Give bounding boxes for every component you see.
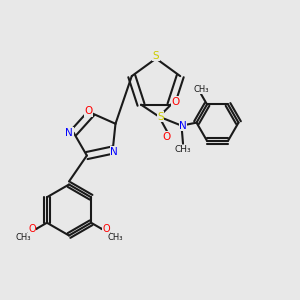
Text: O: O — [162, 132, 171, 142]
Text: S: S — [157, 112, 164, 122]
Text: CH₃: CH₃ — [107, 233, 123, 242]
Text: O: O — [171, 97, 180, 106]
Text: S: S — [153, 50, 159, 61]
Text: CH₃: CH₃ — [175, 145, 191, 154]
Text: O: O — [84, 106, 92, 116]
Text: O: O — [102, 224, 110, 234]
Text: O: O — [28, 224, 36, 234]
Text: CH₃: CH₃ — [15, 233, 31, 242]
Text: N: N — [110, 147, 118, 157]
Text: N: N — [179, 121, 187, 130]
Text: CH₃: CH₃ — [193, 85, 209, 94]
Text: N: N — [65, 128, 73, 138]
